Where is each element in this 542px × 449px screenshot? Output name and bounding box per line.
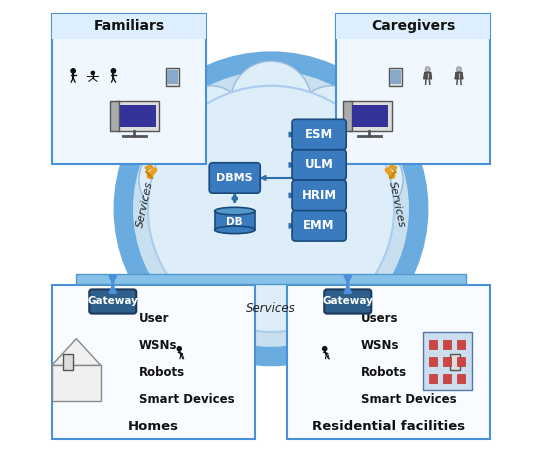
Circle shape	[295, 86, 367, 157]
Circle shape	[91, 71, 94, 75]
Circle shape	[111, 69, 115, 73]
Bar	[51, 14, 206, 39]
Text: DBMS: DBMS	[216, 173, 253, 183]
Bar	[76, 274, 466, 284]
FancyBboxPatch shape	[292, 180, 346, 211]
Bar	[429, 357, 437, 366]
Text: Services: Services	[388, 180, 407, 229]
Text: HRIM: HRIM	[301, 189, 337, 202]
Text: Caregivers: Caregivers	[371, 19, 455, 33]
Bar	[429, 339, 437, 349]
Bar	[443, 339, 451, 349]
Bar	[336, 14, 491, 164]
Circle shape	[123, 61, 419, 357]
Circle shape	[139, 144, 211, 216]
FancyBboxPatch shape	[292, 119, 346, 150]
Circle shape	[175, 86, 247, 157]
FancyBboxPatch shape	[324, 290, 371, 313]
Circle shape	[456, 67, 462, 72]
FancyBboxPatch shape	[292, 211, 346, 241]
Ellipse shape	[215, 207, 255, 215]
Text: WSNs: WSNs	[360, 339, 399, 352]
Text: ESM: ESM	[305, 128, 333, 141]
Bar	[215, 211, 255, 230]
Circle shape	[231, 61, 311, 142]
Bar	[457, 357, 465, 366]
Text: Services: Services	[246, 302, 296, 315]
Bar	[350, 101, 392, 131]
FancyBboxPatch shape	[292, 150, 346, 180]
Circle shape	[269, 124, 331, 186]
Bar	[343, 101, 352, 131]
Bar	[166, 68, 179, 86]
Text: User: User	[139, 312, 170, 325]
Circle shape	[162, 204, 229, 272]
Text: Robots: Robots	[360, 366, 406, 379]
Circle shape	[331, 144, 403, 216]
Text: Services: Services	[135, 180, 154, 229]
Bar	[120, 105, 156, 128]
Bar	[167, 70, 178, 84]
Text: Residential facilities: Residential facilities	[312, 420, 465, 433]
Text: Smart Devices: Smart Devices	[139, 392, 235, 405]
Text: WSNs: WSNs	[139, 339, 177, 352]
Circle shape	[177, 347, 181, 351]
Circle shape	[237, 222, 305, 290]
Bar	[117, 101, 159, 131]
Text: Homes: Homes	[128, 420, 179, 433]
Bar	[389, 68, 402, 86]
FancyBboxPatch shape	[209, 163, 260, 193]
Polygon shape	[389, 164, 397, 171]
Bar	[352, 105, 388, 128]
Bar	[429, 374, 437, 383]
Bar	[51, 365, 101, 401]
Bar	[390, 70, 401, 84]
Bar	[457, 339, 465, 349]
Text: Gateway: Gateway	[87, 296, 138, 307]
Bar	[287, 285, 491, 440]
Bar	[457, 374, 465, 383]
Polygon shape	[145, 164, 153, 171]
Polygon shape	[455, 72, 463, 79]
Text: Robots: Robots	[139, 366, 185, 379]
Bar	[423, 332, 473, 390]
FancyBboxPatch shape	[89, 290, 136, 313]
Bar	[443, 357, 451, 366]
Bar	[336, 14, 491, 39]
Text: Gateway: Gateway	[322, 296, 373, 307]
Circle shape	[71, 69, 75, 73]
Bar	[51, 285, 255, 440]
Polygon shape	[423, 72, 432, 79]
Ellipse shape	[215, 226, 255, 233]
Bar	[63, 354, 73, 370]
Circle shape	[211, 124, 273, 186]
Bar	[443, 374, 451, 383]
Text: Familiars: Familiars	[93, 19, 164, 33]
Bar	[450, 354, 460, 370]
Polygon shape	[51, 339, 101, 365]
Circle shape	[322, 347, 327, 351]
Text: ULM: ULM	[305, 158, 333, 172]
Text: Users: Users	[360, 312, 398, 325]
Circle shape	[425, 67, 430, 72]
Circle shape	[148, 86, 394, 332]
Circle shape	[313, 204, 380, 272]
Text: EMM: EMM	[304, 220, 335, 232]
Text: Smart Devices: Smart Devices	[360, 392, 456, 405]
Bar	[51, 14, 206, 164]
Text: DB: DB	[227, 217, 243, 227]
Bar	[110, 101, 119, 131]
